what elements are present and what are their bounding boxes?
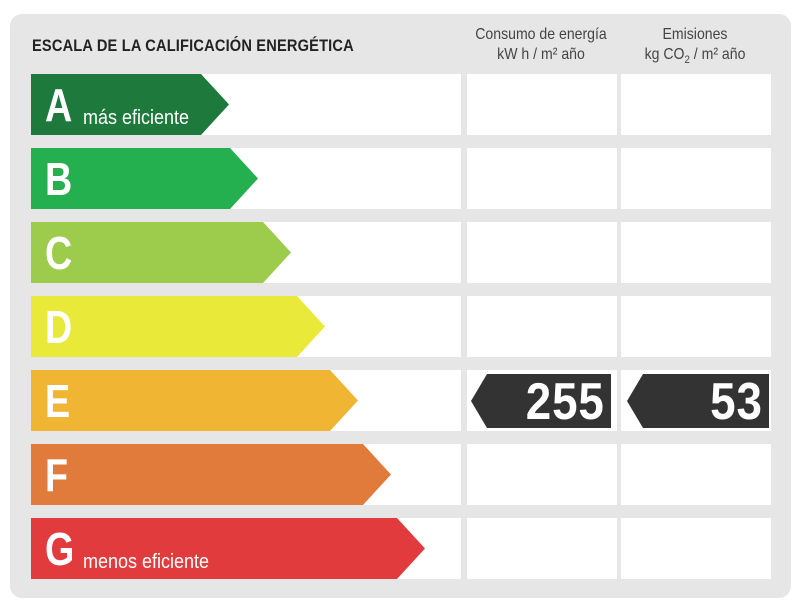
rating-arrow-d: D bbox=[31, 296, 325, 357]
consumo-cell bbox=[467, 444, 617, 505]
rating-arrow-g: G menos eficiente bbox=[31, 518, 425, 579]
rating-row-a: A más eficiente bbox=[31, 74, 772, 135]
rating-row-e: E 255 53 bbox=[31, 370, 772, 431]
rating-letter: E bbox=[45, 375, 71, 427]
consumo-header-line1: Consumo de energía bbox=[475, 26, 607, 43]
consumo-cell bbox=[467, 296, 617, 357]
emisiones-cell: 53 bbox=[621, 370, 771, 431]
rating-row-b: B bbox=[31, 148, 772, 209]
rating-row-g: G menos eficiente bbox=[31, 518, 772, 579]
consumo-cell bbox=[467, 518, 617, 579]
emisiones-header-line2: kg CO2 / m² año bbox=[629, 45, 761, 70]
emisiones-unit-sub: 2 bbox=[684, 54, 690, 67]
emisiones-value: 53 bbox=[710, 373, 763, 431]
consumo-value: 255 bbox=[526, 373, 605, 431]
rating-arrow-e: E bbox=[31, 370, 358, 431]
rating-letter: G bbox=[45, 523, 75, 575]
emisiones-cell bbox=[621, 296, 771, 357]
rating-sublabel: menos eficiente bbox=[83, 551, 210, 573]
emisiones-header: Emisiones kg CO2 / m² año bbox=[629, 25, 761, 70]
rating-arrow-f: F bbox=[31, 444, 391, 505]
consumo-cell: 255 bbox=[467, 370, 617, 431]
rating-row-c: C bbox=[31, 222, 772, 283]
rating-row-d: D bbox=[31, 296, 772, 357]
rating-arrow-b: B bbox=[31, 148, 258, 209]
emisiones-value-tag: 53 bbox=[627, 374, 769, 428]
rating-arrow-a: A más eficiente bbox=[31, 74, 229, 135]
rating-letter: A bbox=[45, 79, 73, 131]
consumo-cell bbox=[467, 222, 617, 283]
consumo-cell bbox=[467, 74, 617, 135]
consumo-header-line2: kW h / m² año bbox=[497, 46, 585, 63]
emisiones-header-line1: Emisiones bbox=[662, 26, 728, 43]
rating-arrow-c: C bbox=[31, 222, 291, 283]
consumo-header: Consumo de energía kW h / m² año bbox=[475, 25, 607, 65]
emisiones-cell bbox=[621, 74, 771, 135]
rating-sublabel: más eficiente bbox=[83, 107, 190, 129]
emisiones-cell bbox=[621, 518, 771, 579]
emisiones-unit-post: / m² año bbox=[689, 46, 746, 63]
rating-letter: C bbox=[45, 227, 73, 279]
rating-row-f: F bbox=[31, 444, 772, 505]
emisiones-cell bbox=[621, 444, 771, 505]
rating-letter: B bbox=[45, 153, 73, 205]
emisiones-cell bbox=[621, 222, 771, 283]
consumo-cell bbox=[467, 148, 617, 209]
emisiones-cell bbox=[621, 148, 771, 209]
rating-letter: D bbox=[45, 301, 73, 353]
scale-title: ESCALA DE LA CALIFICACIÓN ENERGÉTICA bbox=[32, 36, 354, 55]
rating-letter: F bbox=[45, 449, 69, 501]
emisiones-unit-pre: kg CO bbox=[644, 46, 685, 63]
consumo-value-tag: 255 bbox=[471, 374, 611, 428]
